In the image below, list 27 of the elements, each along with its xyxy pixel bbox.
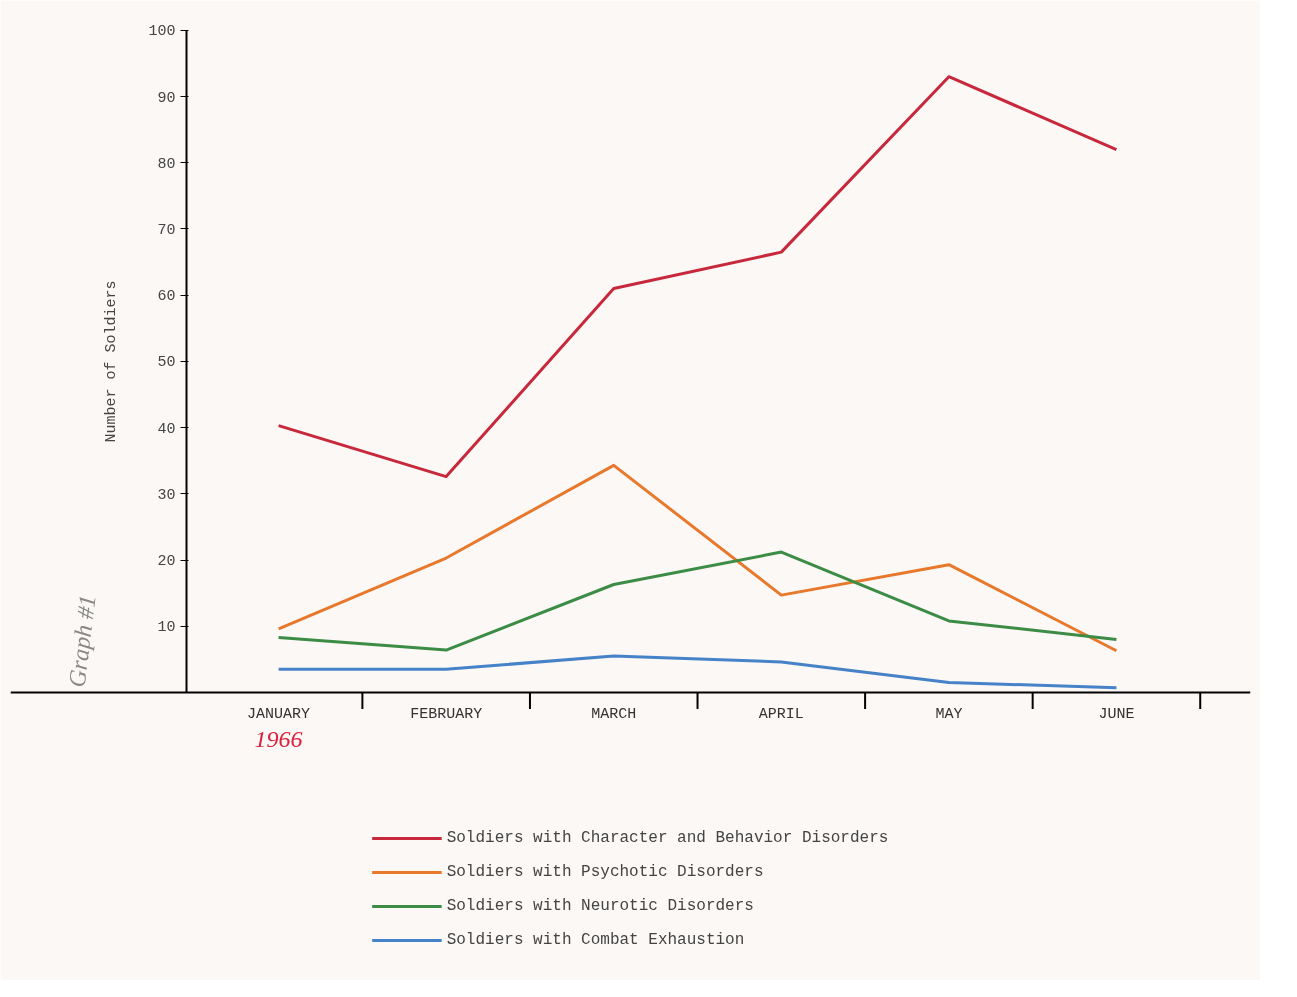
legend-label: Soldiers with Character and Behavior Disorders bbox=[446, 829, 889, 847]
text: 1966 bbox=[254, 726, 303, 753]
y-tick-label: 20 bbox=[157, 553, 176, 571]
x-tick-label: APRIL bbox=[758, 705, 804, 723]
y-tick-label: 10 bbox=[157, 619, 176, 637]
x-tick-label: FEBRUARY bbox=[410, 705, 483, 723]
legend-label: Soldiers with Neurotic Disorders bbox=[446, 897, 754, 915]
y-tick-label: 60 bbox=[157, 288, 176, 306]
x-tick-label: MAY bbox=[935, 705, 963, 723]
y-tick-label: 100 bbox=[148, 23, 176, 41]
x-tick-label: MARCH bbox=[591, 705, 637, 723]
y-tick-label: 90 bbox=[157, 89, 176, 107]
text: Graph #1 bbox=[63, 593, 101, 689]
legend-label: Soldiers with Combat Exhaustion bbox=[446, 931, 745, 949]
y-tick-label: 40 bbox=[157, 420, 176, 438]
x-tick-label: JUNE bbox=[1098, 705, 1135, 723]
y-tick-label: 70 bbox=[157, 221, 176, 239]
y-tick-label: 80 bbox=[157, 155, 176, 173]
line-series bbox=[277, 463, 1118, 653]
line-series bbox=[277, 550, 1118, 652]
line-series bbox=[277, 654, 1118, 690]
y-tick-label: 50 bbox=[157, 354, 176, 372]
legend-label: Soldiers with Psychotic Disorders bbox=[446, 863, 764, 881]
x-tick-label: JANUARY bbox=[247, 705, 311, 723]
y-axis-title: Number of Soldiers bbox=[103, 280, 121, 443]
y-tick-label: 30 bbox=[157, 486, 176, 504]
line-series bbox=[277, 75, 1118, 479]
